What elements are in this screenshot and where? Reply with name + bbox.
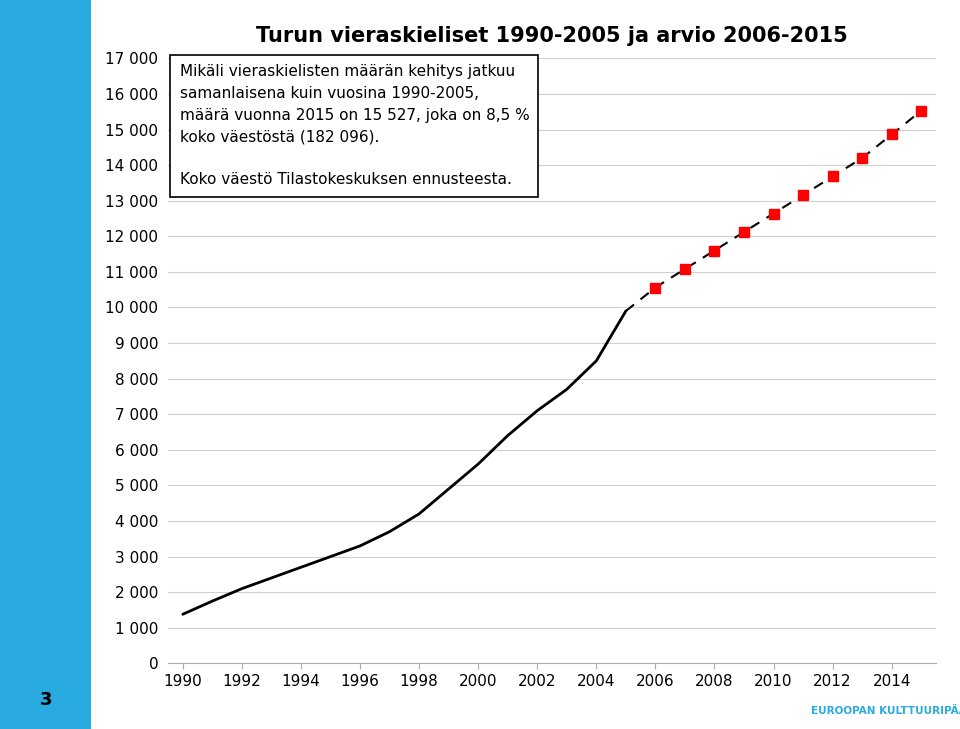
Text: EUROOPAN KULTTUURIPÄÄKAUPUNKI: EUROOPAN KULTTUURIPÄÄKAUPUNKI: [811, 706, 960, 716]
Title: Turun vieraskieliset 1990-2005 ja arvio 2006-2015: Turun vieraskieliset 1990-2005 ja arvio …: [256, 26, 848, 46]
Text: Mikäli vieraskielisten määrän kehitys jatkuu
samanlaisena kuin vuosina 1990-2005: Mikäli vieraskielisten määrän kehitys ja…: [180, 64, 529, 187]
Text: 3: 3: [39, 691, 52, 709]
